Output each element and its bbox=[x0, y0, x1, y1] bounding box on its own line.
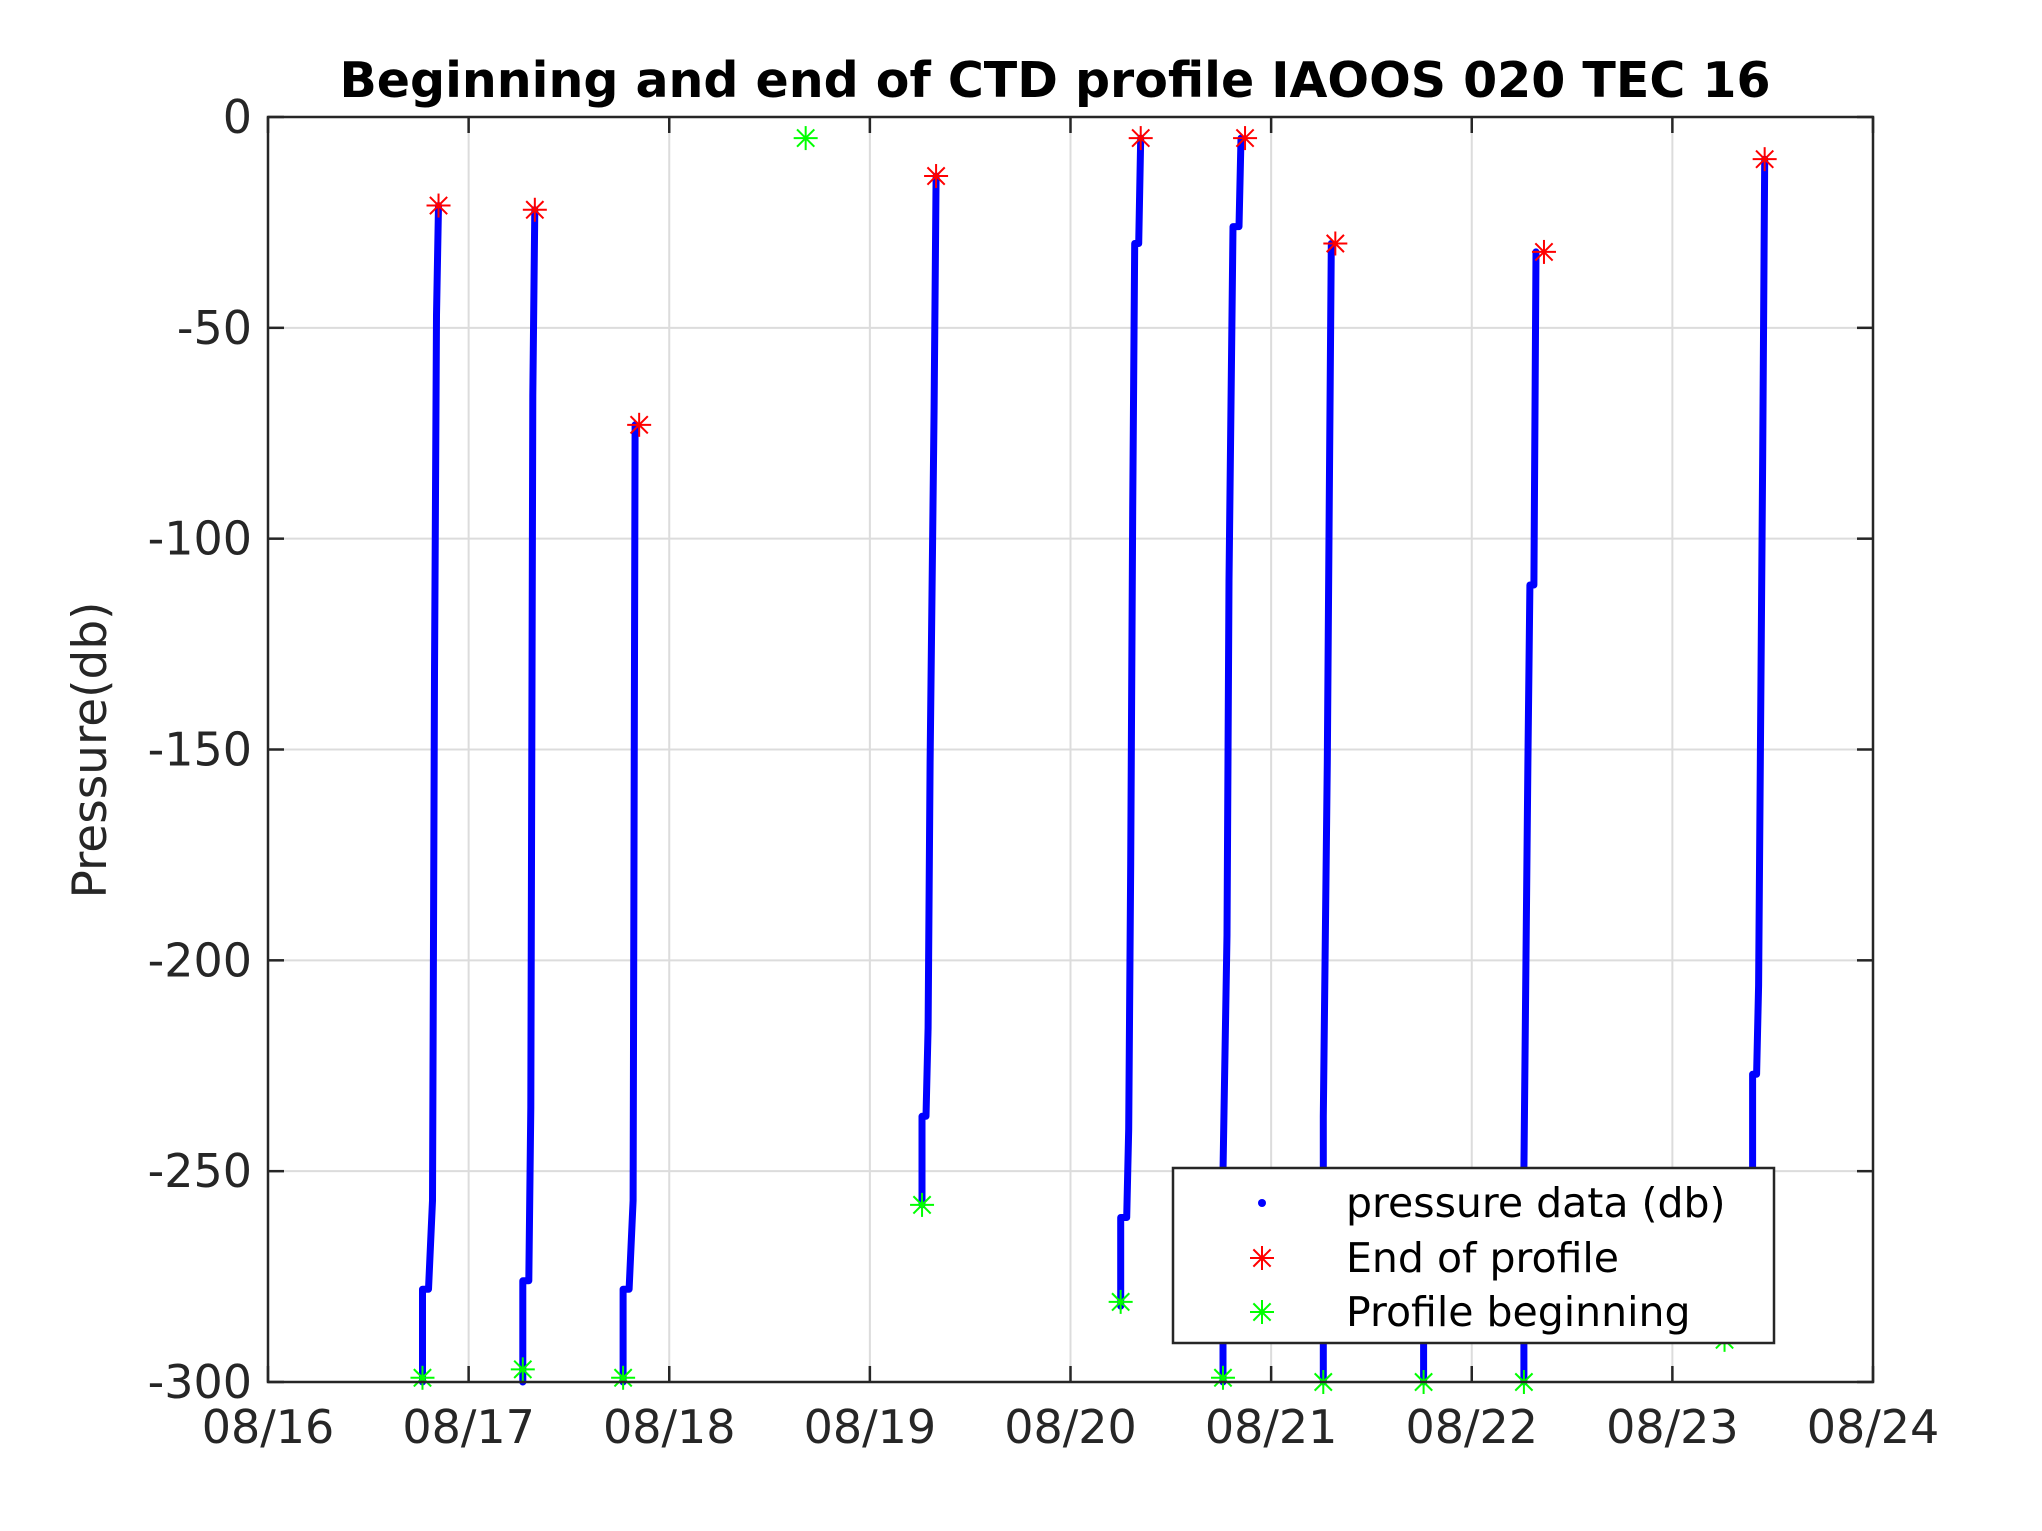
y-axis-label: Pressure(db) bbox=[63, 601, 118, 898]
pressure-profile bbox=[1749, 155, 1769, 1175]
asterisk-stroke bbox=[513, 1360, 533, 1379]
y-tick-label: -50 bbox=[177, 301, 252, 355]
x-tick-label: 08/24 bbox=[1807, 1400, 1940, 1454]
y-axis-tick-labels: 0 -50 -100 -150 -200 -250 -300 bbox=[148, 90, 252, 1409]
x-tick-label: 08/17 bbox=[402, 1400, 535, 1454]
y-tick-label: -250 bbox=[148, 1144, 252, 1198]
y-tick-label: -300 bbox=[148, 1355, 252, 1409]
asterisk-stroke bbox=[1755, 149, 1775, 169]
pressure-profile bbox=[1117, 134, 1145, 1310]
legend-marker-beginning bbox=[1250, 1300, 1274, 1324]
asterisk-stroke bbox=[796, 128, 816, 148]
asterisk-stroke bbox=[629, 415, 649, 435]
y-tick-label: -100 bbox=[148, 512, 252, 566]
asterisk-stroke bbox=[1235, 128, 1255, 148]
x-tick-label: 08/18 bbox=[603, 1400, 736, 1454]
profile-beginning-marker bbox=[793, 126, 818, 151]
legend-label: Profile beginning bbox=[1346, 1288, 1691, 1336]
legend-label: pressure data (db) bbox=[1346, 1179, 1726, 1227]
pressure-profile bbox=[419, 202, 442, 1386]
end-of-profile-marker bbox=[1752, 147, 1777, 172]
end-of-profile-marker bbox=[1128, 126, 1153, 151]
profile-beginning-marker bbox=[1210, 1365, 1235, 1390]
y-tick-label: -150 bbox=[148, 723, 252, 777]
asterisk-stroke bbox=[525, 200, 545, 220]
x-tick-label: 08/16 bbox=[202, 1400, 335, 1454]
legend-marker-pressure bbox=[1258, 1199, 1266, 1207]
profile-beginning-marker bbox=[910, 1192, 935, 1217]
asterisk-stroke bbox=[912, 1195, 932, 1215]
pressure-profile bbox=[519, 206, 539, 1386]
legend: pressure data (db) End of profile Profile … bbox=[1171, 1166, 1776, 1345]
y-tick-label: -200 bbox=[148, 933, 252, 987]
profile-beginning-marker bbox=[410, 1365, 435, 1390]
profile-beginning-marker bbox=[1108, 1289, 1133, 1314]
asterisk-stroke bbox=[1534, 242, 1554, 262]
x-tick-label: 08/19 bbox=[804, 1400, 937, 1454]
end-of-profile-marker bbox=[1531, 239, 1556, 264]
x-tick-label: 08/23 bbox=[1606, 1400, 1739, 1454]
asterisk-stroke bbox=[1131, 128, 1151, 148]
end-of-profile-marker bbox=[1323, 231, 1348, 256]
profile-beginning-marker bbox=[611, 1365, 636, 1390]
legend-box bbox=[1171, 1166, 1776, 1345]
profile-beginning-marker bbox=[510, 1357, 535, 1382]
end-of-profile-marker bbox=[426, 193, 451, 218]
asterisk-stroke bbox=[413, 1368, 432, 1388]
asterisk-stroke bbox=[1111, 1292, 1131, 1312]
axis-ticks bbox=[266, 115, 1875, 1384]
end-of-profile-marker bbox=[627, 412, 652, 437]
x-tick-label: 08/22 bbox=[1405, 1400, 1538, 1454]
asterisk-stroke bbox=[926, 166, 946, 186]
x-tick-label: 08/21 bbox=[1205, 1400, 1338, 1454]
end-of-profile-marker bbox=[924, 164, 949, 189]
end-of-profile-marker bbox=[522, 197, 547, 222]
asterisk-stroke bbox=[1252, 1248, 1272, 1268]
asterisk-stroke bbox=[613, 1368, 633, 1388]
asterisk-stroke bbox=[1252, 1302, 1272, 1322]
y-tick-label: 0 bbox=[223, 90, 252, 144]
chart-title: Beginning and end of CTD profile IAOOS 0… bbox=[339, 52, 1770, 109]
legend-marker-end bbox=[1250, 1246, 1274, 1270]
legend-label: End of profile bbox=[1346, 1234, 1619, 1282]
pressure-profile bbox=[619, 421, 639, 1386]
asterisk-stroke bbox=[1325, 234, 1345, 253]
end-of-profile-marker bbox=[1233, 126, 1258, 151]
asterisk-stroke bbox=[429, 196, 448, 215]
x-tick-label: 08/20 bbox=[1004, 1400, 1137, 1454]
pressure-profile bbox=[918, 172, 940, 1209]
x-axis-tick-labels: 08/16 08/17 08/18 08/19 08/20 08/21 08/22 08/23… bbox=[202, 1400, 1940, 1454]
asterisk-stroke bbox=[1213, 1368, 1233, 1388]
